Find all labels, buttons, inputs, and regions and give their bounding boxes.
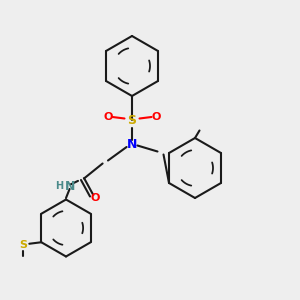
Text: O: O (151, 112, 161, 122)
Text: O: O (91, 193, 100, 203)
Text: H: H (55, 181, 63, 191)
Text: N: N (127, 137, 137, 151)
Text: S: S (128, 113, 136, 127)
Text: S: S (19, 240, 27, 250)
Text: N: N (64, 179, 75, 193)
Text: O: O (103, 112, 113, 122)
